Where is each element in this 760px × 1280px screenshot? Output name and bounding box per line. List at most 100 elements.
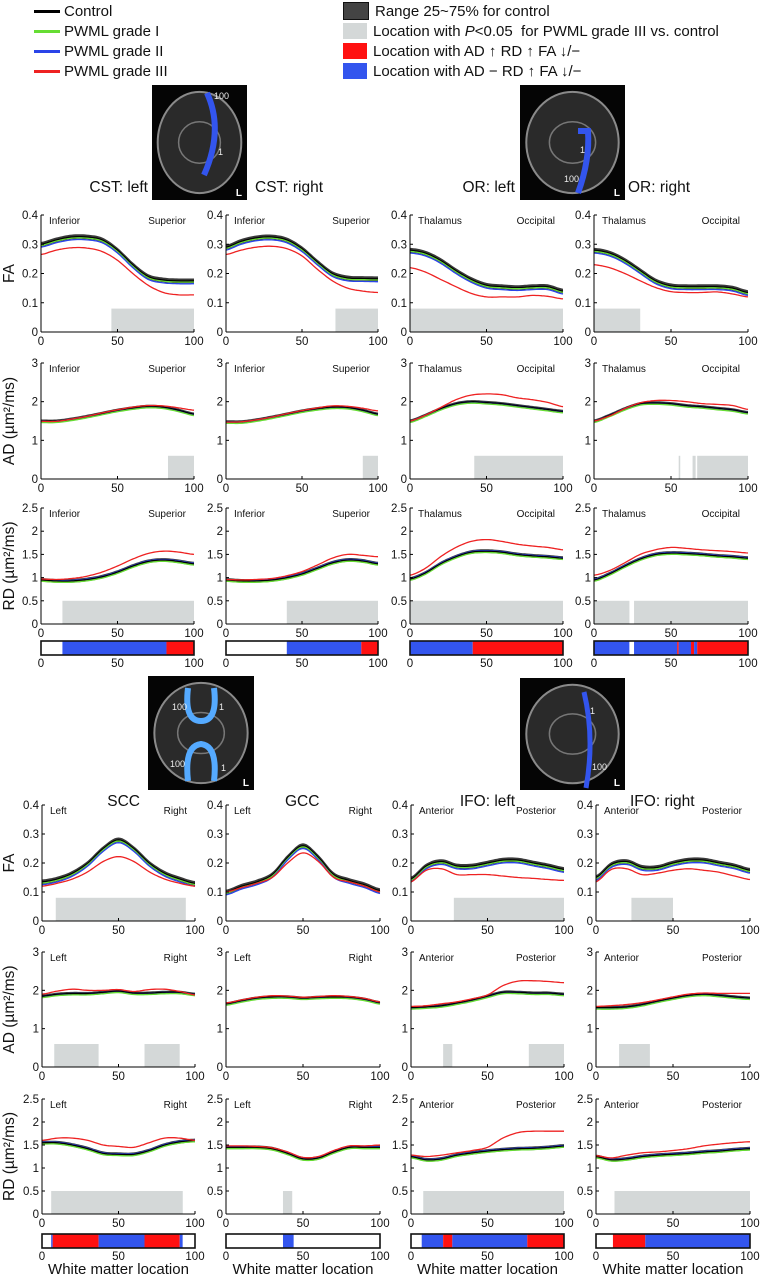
panel-fa: 0 0.1 0.2 0.3 0.4 0 50 100 Inferior Superior xyxy=(207,210,388,348)
x-tick-label: 100 xyxy=(368,336,387,348)
y-tick-label: 0 xyxy=(217,619,223,631)
colorbar-tick-label: 100 xyxy=(368,658,387,670)
y-tick-label: 0.2 xyxy=(577,858,593,870)
y-tick-label: 1.5 xyxy=(22,549,38,561)
y-tick-label: 3 xyxy=(33,947,39,959)
colorbar-tick-label: 100 xyxy=(553,658,572,670)
significance-region xyxy=(692,455,696,479)
tract-endpoint-label: 100 xyxy=(170,759,185,769)
region-label-start: Thalamus xyxy=(418,364,462,375)
y-tick-label: 0.1 xyxy=(391,298,407,310)
x-tick-label: 0 xyxy=(407,483,413,495)
x-tick-label: 50 xyxy=(297,1218,310,1230)
x-tick-label: 0 xyxy=(408,1071,414,1083)
y-tick-label: 1.5 xyxy=(23,1140,39,1152)
series-line-control xyxy=(42,1139,196,1156)
region-label-start: Inferior xyxy=(49,364,81,375)
significance-region xyxy=(51,1191,183,1214)
region-label-end: Right xyxy=(164,1100,188,1111)
tract-endpoint-label: 1 xyxy=(590,706,595,716)
y-tick-label: 0 xyxy=(587,1062,593,1074)
tract-title: OR: left xyxy=(462,179,515,196)
series-line-grade-3 xyxy=(226,1144,381,1159)
x-tick-label: 0 xyxy=(223,925,229,937)
colorbar-frame xyxy=(225,640,379,656)
y-tick-label: 1 xyxy=(217,435,223,447)
y-tick-label: 1 xyxy=(402,1163,408,1175)
series-line-control xyxy=(410,1145,565,1161)
colorbar-tick-label: 50 xyxy=(111,658,124,670)
series-line-grade-1 xyxy=(593,553,749,582)
colorbar-frame xyxy=(41,1233,196,1249)
significance-region xyxy=(631,897,673,921)
tract-path xyxy=(201,91,218,177)
region-label-end: Posterior xyxy=(702,806,743,817)
panel-fa: 0 0.1 0.2 0.3 0.4 0 50 100 Thalamus Occipital xyxy=(391,210,573,348)
y-tick-label: 0 xyxy=(402,1209,408,1221)
significance-swatch xyxy=(343,23,367,39)
panel-ad: 0 1 2 3 0 50 100 Left Right AD (µm²/ms) xyxy=(1,947,205,1083)
x-tick-label: 0 xyxy=(223,1071,229,1083)
region-label-end: Right xyxy=(349,1100,373,1111)
y-tick-label: 3 xyxy=(217,947,223,959)
legend-label: Location with AD ↑ RD ↑ FA ↓/− xyxy=(373,42,581,60)
brain-outline xyxy=(153,681,249,785)
x-tick-label: 50 xyxy=(480,628,493,640)
series-line-grade-3 xyxy=(595,867,751,883)
significance-region xyxy=(634,600,748,624)
series-line-grade-3 xyxy=(40,246,194,296)
panel-rd: 0 0.5 1 1.5 2 2.5 0 50 100 Thalamus Occipital xyxy=(575,503,758,640)
y-tick-label: 2 xyxy=(217,985,223,997)
x-tick-label: 100 xyxy=(185,1218,204,1230)
colorbar-tick-label: 100 xyxy=(184,658,203,670)
series-line-grade-1 xyxy=(225,237,378,281)
y-tick-label: 0.3 xyxy=(392,829,408,841)
y-tick-label: 1.5 xyxy=(575,549,591,561)
significance-region xyxy=(594,308,641,332)
significance-region xyxy=(697,455,748,479)
x-tick-label: 100 xyxy=(368,628,387,640)
tract-title: GCC xyxy=(285,793,319,810)
series-line-grade-3 xyxy=(593,264,749,298)
x-tick-label: 100 xyxy=(184,483,203,495)
y-tick-label: 1 xyxy=(401,435,407,447)
legend-control-range: Range 25~75% for control xyxy=(343,2,550,20)
panel-rd: 0 0.5 1 1.5 2 2.5 0 50 100 Left Right RD (µm²/ms) xyxy=(1,1094,205,1230)
y-tick-label: 0 xyxy=(32,619,38,631)
colorbar-segment-blue xyxy=(634,641,678,655)
y-tick-label: 0 xyxy=(585,474,591,486)
legend-significance: Location with P <0.05 for PWML grade III … xyxy=(343,22,719,40)
y-tick-label: 2 xyxy=(585,397,591,409)
region-label-end: Posterior xyxy=(516,1100,557,1111)
legend-grade-1: PWML grade I xyxy=(34,22,159,40)
panel-fa: 0 0.1 0.2 0.3 0.4 0 50 100 Left Right xyxy=(207,800,390,937)
location-colorbar: 0 50 100 xyxy=(38,640,204,670)
colorbar-segment-red xyxy=(361,641,378,655)
y-tick-label: 0.4 xyxy=(207,800,224,812)
control-range-band xyxy=(42,989,195,998)
colorbar-tick-label: 0 xyxy=(591,658,597,670)
x-tick-label: 50 xyxy=(481,1071,494,1083)
region-label-start: Thalamus xyxy=(418,216,462,227)
series-line-grade-1 xyxy=(593,250,749,295)
y-tick-label: 2.5 xyxy=(22,503,38,515)
colorbar-segment-white xyxy=(629,641,635,655)
x-tick-label: 100 xyxy=(554,1218,573,1230)
series-line-grade-1 xyxy=(40,560,195,584)
colorbar-segment-red xyxy=(443,1234,453,1248)
series-line-grade-3 xyxy=(411,979,565,1008)
brain-image-cst: 100 1 L xyxy=(152,85,247,200)
series-line-grade-3 xyxy=(41,404,195,423)
tract-endpoint-label: 100 xyxy=(172,702,187,712)
legend-grade-3: PWML grade III xyxy=(34,62,168,80)
control-range-band xyxy=(410,247,563,294)
y-tick-label: 2 xyxy=(587,985,593,997)
region-label-end: Posterior xyxy=(702,1100,743,1111)
x-axis-label: White matter location xyxy=(417,1261,558,1278)
legend-control: Control xyxy=(34,2,112,20)
region-label-end: Right xyxy=(349,953,373,964)
control-range-band xyxy=(41,234,194,284)
region-label-end: Right xyxy=(164,953,188,964)
